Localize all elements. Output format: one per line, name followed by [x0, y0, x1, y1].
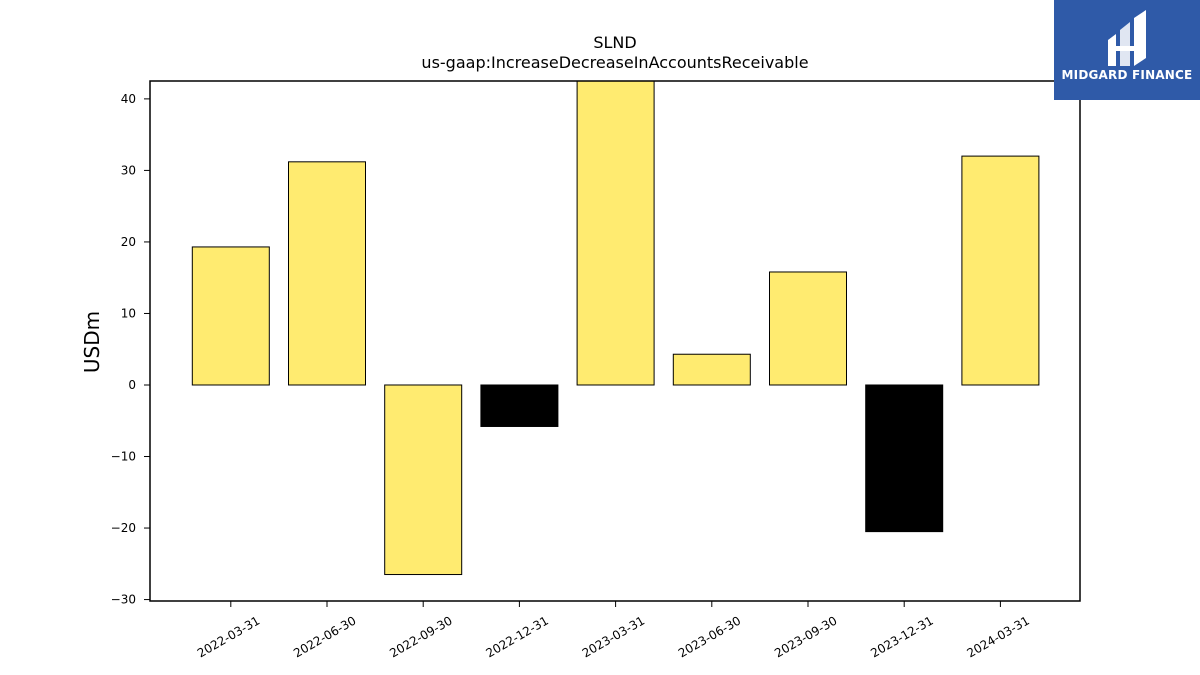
brand-logo: MIDGARD FINANCE — [1054, 0, 1200, 100]
chart-title: SLND — [593, 33, 636, 52]
y-tick-label: −30 — [111, 593, 136, 607]
plot-frame — [149, 80, 1081, 602]
x-tick-label: 2022-09-30 — [387, 613, 454, 660]
x-tick-label: 2022-12-31 — [483, 613, 550, 660]
x-tick-label: 2023-03-31 — [580, 613, 647, 660]
bar-2023-03-31 — [576, 80, 655, 386]
y-tick-label: −20 — [111, 521, 136, 535]
bar-2022-06-30 — [288, 161, 366, 386]
y-axis: −30 −20 −10 0 10 20 30 40 — [111, 92, 150, 607]
y-axis-label: USDm — [80, 311, 104, 373]
bar-2023-09-30 — [769, 271, 847, 386]
y-tick-label: 0 — [128, 378, 136, 392]
chart-subtitle: us-gaap:IncreaseDecreaseInAccountsReceiv… — [421, 53, 808, 72]
x-tick-label: 2022-03-31 — [195, 613, 262, 660]
bar-2023-12-31 — [865, 384, 944, 533]
brand-name: MIDGARD FINANCE — [1061, 68, 1193, 82]
x-tick-label: 2022-06-30 — [291, 613, 358, 660]
bar-2022-09-30 — [384, 384, 463, 576]
bar-2024-03-31 — [961, 155, 1040, 386]
y-tick-label: −10 — [111, 450, 136, 464]
x-tick-label: 2023-12-31 — [868, 613, 935, 660]
x-tick-label: 2023-06-30 — [676, 613, 743, 660]
bar-2022-12-31 — [480, 384, 559, 427]
x-tick-label: 2024-03-31 — [964, 613, 1031, 660]
bar-2023-06-30 — [672, 353, 751, 386]
bars-group — [191, 80, 1040, 576]
y-tick-label: 40 — [121, 92, 136, 106]
x-tick-label: 2023-09-30 — [772, 613, 839, 660]
y-tick-label: 30 — [121, 163, 136, 177]
y-tick-label: 20 — [121, 235, 136, 249]
bar-2022-03-31 — [191, 246, 270, 386]
midgard-logo-icon — [1108, 10, 1146, 66]
y-tick-label: 10 — [121, 306, 136, 320]
x-axis: 2022-03-31 2022-06-30 2022-09-30 2022-12-31… — [195, 601, 1032, 660]
